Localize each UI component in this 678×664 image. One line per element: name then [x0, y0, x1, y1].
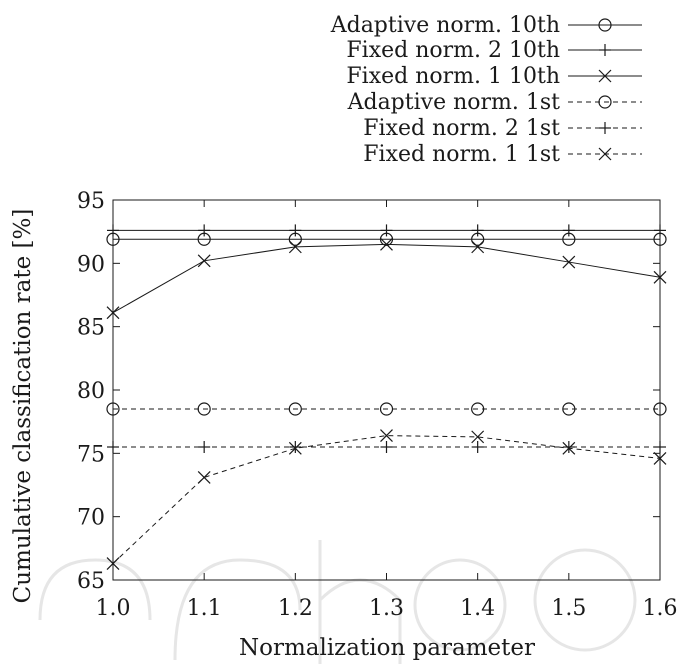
- series-4: [106, 402, 667, 416]
- data-point: [380, 441, 393, 453]
- data-point: [380, 237, 393, 251]
- data-point: [288, 240, 302, 254]
- y-tick-label: 75: [77, 442, 105, 467]
- data-point-d2: [471, 430, 485, 444]
- data-point-shape: [288, 402, 302, 416]
- data-point-d2: [197, 254, 211, 268]
- series-6: [106, 429, 667, 570]
- legend-marker-d2: [598, 147, 612, 161]
- data-point: [198, 224, 211, 237]
- data-point-d2: [288, 441, 302, 455]
- legend-marker: [598, 147, 612, 161]
- series-2: [107, 224, 666, 237]
- legend-marker: [598, 69, 612, 83]
- legend-label: Fixed norm. 1 10th: [346, 64, 560, 89]
- y-tick-label: 85: [77, 316, 105, 341]
- data-point: [562, 441, 576, 455]
- x-tick-label: 1.5: [551, 596, 586, 621]
- data-point: [471, 441, 484, 453]
- data-point: [562, 441, 575, 453]
- data-point-d2: [197, 470, 211, 484]
- legend-label: Fixed norm. 1 1st: [363, 142, 560, 167]
- data-point: [562, 255, 576, 269]
- data-point-shape: [562, 402, 576, 416]
- data-point: [380, 224, 393, 237]
- data-point-shape: [197, 402, 211, 416]
- x-axis-label: Normalization parameter: [239, 635, 535, 661]
- data-point-d2: [380, 429, 393, 443]
- data-point-d2: [471, 240, 485, 254]
- data-point: [562, 224, 575, 237]
- legend-marker: [598, 95, 612, 109]
- series-3: [106, 237, 667, 320]
- legend-marker-shape: [598, 95, 612, 109]
- x-tick-label: 1.2: [278, 596, 313, 621]
- y-tick-label: 80: [77, 379, 105, 404]
- data-point: [197, 402, 211, 416]
- data-point: [288, 402, 302, 416]
- legend-entry: Fixed norm. 1 10th: [346, 64, 642, 89]
- legend-label: Adaptive norm. 10th: [330, 13, 560, 38]
- y-tick-label: 65: [77, 569, 105, 594]
- data-point: [198, 441, 211, 453]
- x-tick-label: 1.4: [460, 596, 495, 621]
- data-point-d2: [288, 240, 302, 254]
- legend-marker-d2: [598, 69, 612, 83]
- data-point: [289, 224, 302, 237]
- legend-marker: [599, 122, 611, 134]
- x-tick-label: 1.1: [187, 596, 222, 621]
- data-point: [471, 430, 485, 444]
- plot-area: [106, 224, 667, 570]
- legend-label: Fixed norm. 2 10th: [346, 38, 560, 63]
- y-tick-label: 70: [77, 506, 105, 531]
- legend-marker-shape: [598, 18, 612, 32]
- data-point: [197, 470, 211, 484]
- legend-entry: Fixed norm. 2 10th: [346, 38, 642, 63]
- data-point-d2: [380, 237, 393, 251]
- data-point: [289, 441, 302, 453]
- data-point: [288, 441, 302, 455]
- legend-marker: [599, 44, 611, 56]
- data-point: [471, 402, 485, 416]
- data-point: [471, 240, 485, 254]
- legend-label: Fixed norm. 2 1st: [363, 116, 560, 141]
- y-tick-label: 95: [77, 189, 105, 214]
- x-tick-label: 1.3: [369, 596, 404, 621]
- data-point: [197, 254, 211, 268]
- legend-entry: Adaptive norm. 1st: [347, 90, 642, 115]
- series-5: [107, 441, 666, 453]
- data-point: [562, 402, 576, 416]
- data-point-d2: [562, 441, 576, 455]
- y-axis-label: Cumulative classification rate [%]: [10, 209, 36, 604]
- data-point: [471, 224, 484, 237]
- data-point: [380, 429, 393, 443]
- legend-entry: Adaptive norm. 10th: [330, 13, 642, 38]
- watermark-logo: [38, 540, 637, 664]
- series-line: [112, 243, 661, 314]
- legend-marker: [598, 18, 612, 32]
- plot-frame: [112, 199, 661, 581]
- data-point-shape: [471, 402, 485, 416]
- legend-entry: Fixed norm. 2 1st: [363, 116, 642, 141]
- data-point-d2: [562, 255, 576, 269]
- data-point: [379, 402, 394, 416]
- legend-label: Adaptive norm. 1st: [347, 90, 561, 115]
- x-tick-label: 1.0: [96, 596, 131, 621]
- data-point-shape: [379, 402, 394, 416]
- series-line: [112, 435, 661, 564]
- axes: 65 70 75 80 85 90 95 1.0 1.1 1.2 1.3 1.4 1.5 1.6: [77, 189, 678, 621]
- legend-entry: Fixed norm. 1 1st: [363, 142, 642, 167]
- y-tick-label: 90: [77, 252, 105, 277]
- x-tick-label: 1.6: [643, 596, 678, 621]
